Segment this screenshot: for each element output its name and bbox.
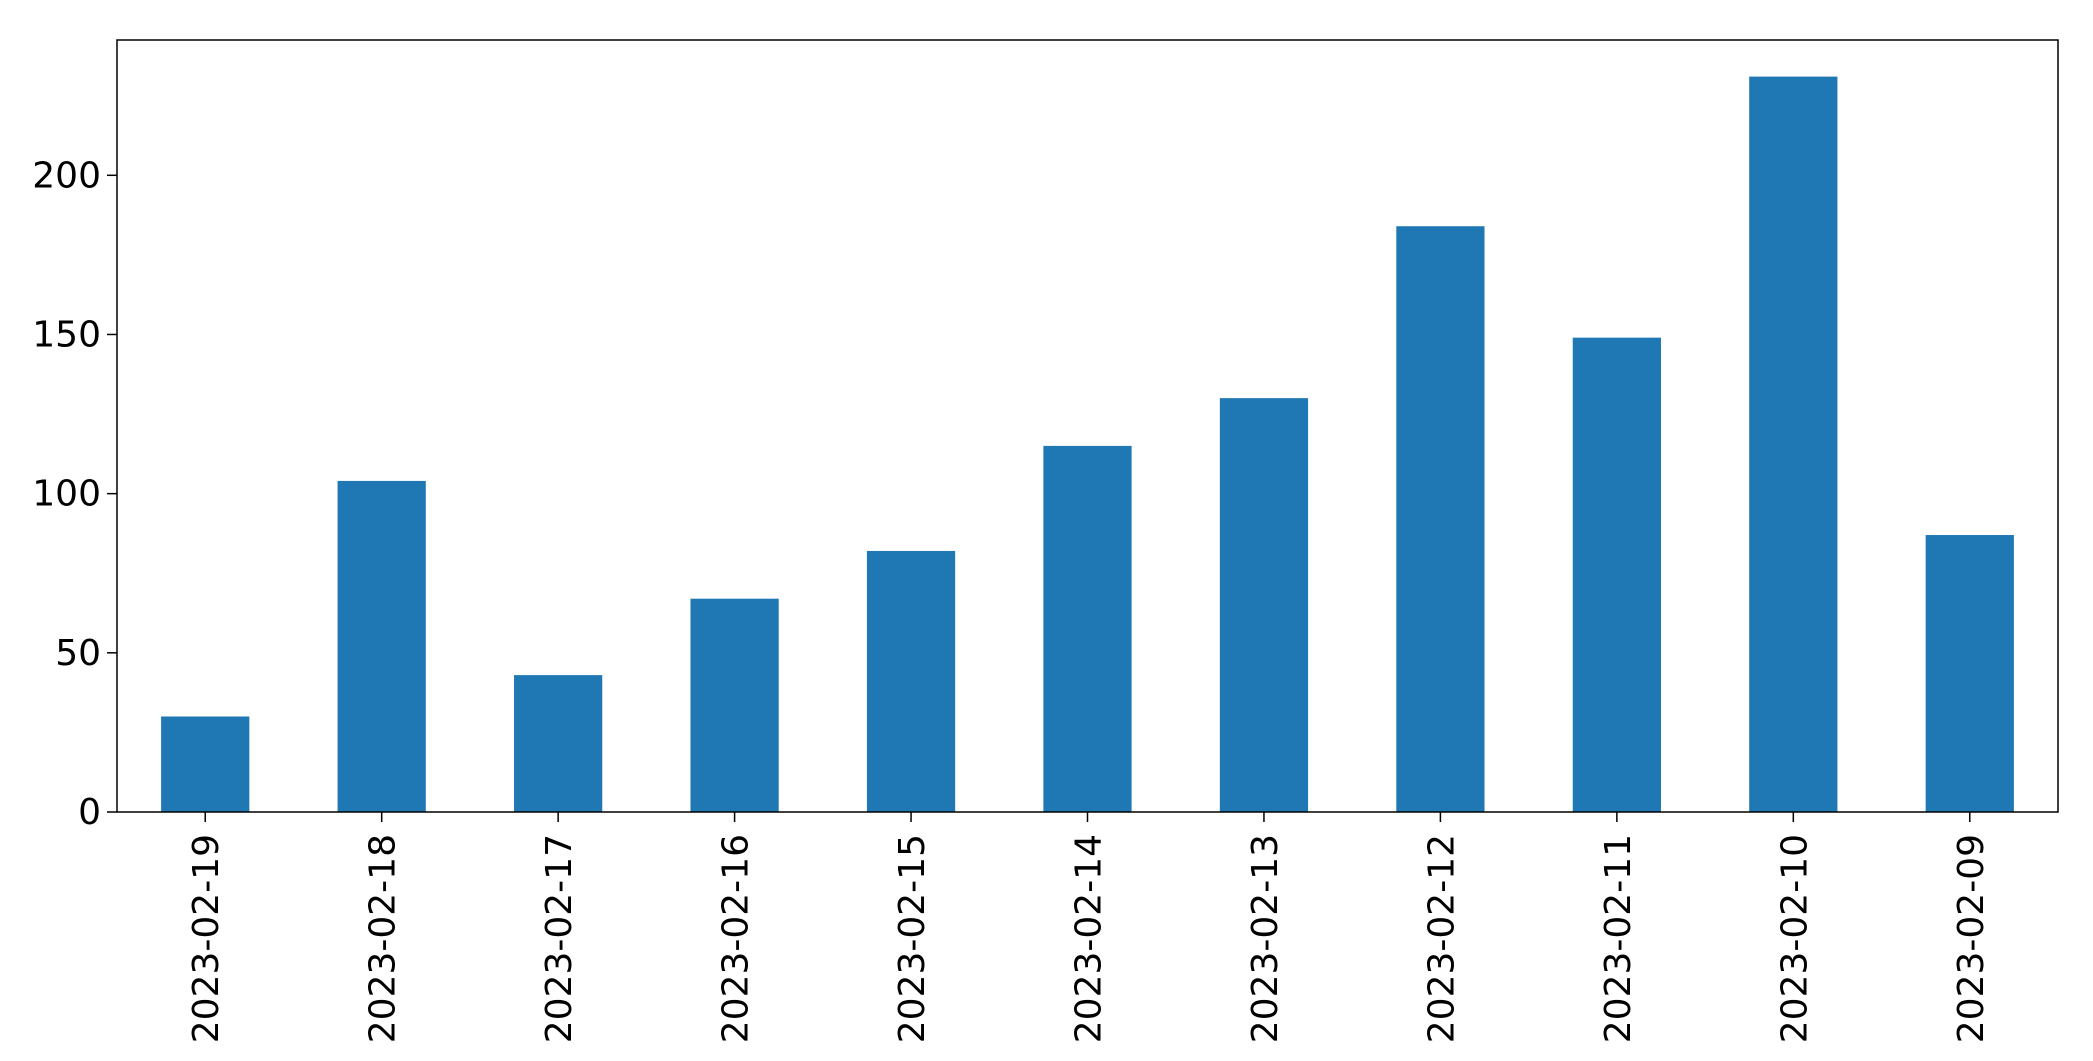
bar-2023-02-11 xyxy=(1572,337,1661,812)
bar-2023-02-17 xyxy=(514,675,603,812)
y-tick-label: 50 xyxy=(55,633,101,674)
y-tick-label: 0 xyxy=(78,792,101,833)
bar-2023-02-10 xyxy=(1749,76,1838,813)
bar-2023-02-18 xyxy=(337,480,426,812)
bar-2023-02-15 xyxy=(866,550,956,812)
plot-frame xyxy=(116,39,2059,813)
x-tick-label: 2023-02-09 xyxy=(1951,834,1992,1043)
x-tick-label: 2023-02-17 xyxy=(539,834,580,1043)
x-tick-label: 2023-02-15 xyxy=(892,834,933,1043)
y-tick-label: 200 xyxy=(32,155,101,196)
y-tick-label: 150 xyxy=(32,314,101,355)
bar-2023-02-19 xyxy=(161,716,250,812)
x-tick-label: 2023-02-19 xyxy=(186,834,227,1043)
bar-2023-02-09 xyxy=(1925,535,2014,812)
bar-2023-02-12 xyxy=(1396,226,1485,812)
x-tick-label: 2023-02-18 xyxy=(363,834,404,1043)
x-tick-label: 2023-02-12 xyxy=(1421,834,1462,1043)
x-tick-label: 2023-02-14 xyxy=(1069,834,1110,1043)
x-tick-label: 2023-02-13 xyxy=(1245,834,1286,1043)
bar-2023-02-16 xyxy=(690,598,779,812)
y-tick-label: 100 xyxy=(32,474,101,515)
x-tick-label: 2023-02-16 xyxy=(716,834,757,1043)
bar-2023-02-14 xyxy=(1043,445,1132,812)
bars-group xyxy=(161,76,2014,813)
bar-2023-02-13 xyxy=(1219,398,1309,812)
x-tick-label: 2023-02-11 xyxy=(1598,834,1639,1043)
x-axis: 2023-02-19 2023-02-18 2023-02-17 2023-02-16… xyxy=(186,812,1992,1043)
y-axis: 0 50 100 150 200 xyxy=(32,155,117,833)
x-tick-label: 2023-02-10 xyxy=(1774,834,1815,1043)
